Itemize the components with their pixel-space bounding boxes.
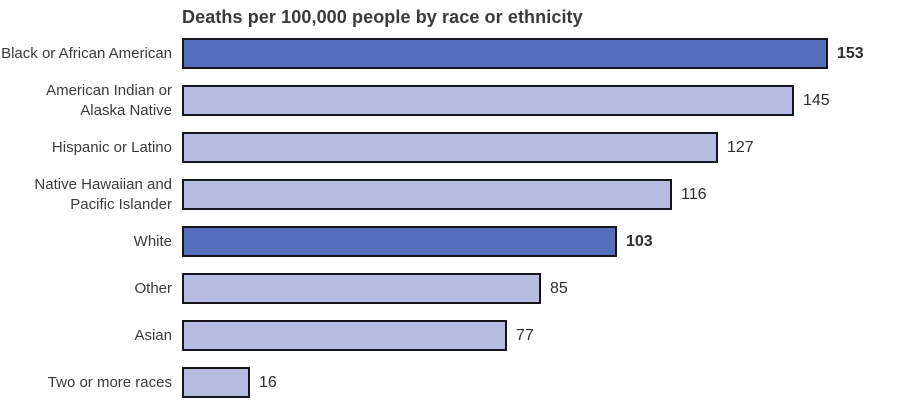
value-label: 116 <box>681 185 707 203</box>
category-label: Black or African American <box>1 44 172 62</box>
value-label: 153 <box>837 44 864 62</box>
bar <box>182 367 250 398</box>
bar-row: Other 85 <box>0 265 918 312</box>
bar-area: 103 <box>182 218 918 265</box>
bar-row: Asian 77 <box>0 312 918 359</box>
bar <box>182 85 794 116</box>
bar-row: American Indian or Alaska Native 145 <box>0 77 918 124</box>
bar <box>182 132 718 163</box>
category-label: Hispanic or Latino <box>51 138 172 156</box>
bar-area: 85 <box>182 265 918 312</box>
category-label: American Indian or Alaska Native <box>46 82 172 119</box>
bar-area: 116 <box>182 171 918 218</box>
chart-title: Deaths per 100,000 people by race or eth… <box>182 7 583 27</box>
bar-area: 153 <box>182 30 918 77</box>
category-label: Native Hawaiian and Pacific Islander <box>34 176 172 213</box>
value-label: 103 <box>626 232 653 250</box>
category-label: Asian <box>134 326 172 344</box>
bar-rows-container: Black or African American 153 American Ind… <box>0 30 918 406</box>
bar <box>182 179 672 210</box>
bar-row: White 103 <box>0 218 918 265</box>
bar-area: 127 <box>182 124 918 171</box>
value-label: 145 <box>803 91 830 109</box>
bar-area: 77 <box>182 312 918 359</box>
bar-row: Black or African American 153 <box>0 30 918 77</box>
value-label: 16 <box>259 373 277 391</box>
bar <box>182 320 507 351</box>
bar-area: 145 <box>182 77 918 124</box>
category-label: Other <box>134 279 172 297</box>
bar <box>182 38 828 69</box>
bar-area: 16 <box>182 359 918 406</box>
category-label: White <box>133 232 172 250</box>
bar-row: Two or more races 16 <box>0 359 918 406</box>
value-label: 77 <box>516 326 534 344</box>
bar <box>182 226 617 257</box>
bar-row: Hispanic or Latino 127 <box>0 124 918 171</box>
bar-row: Native Hawaiian and Pacific Islander 116 <box>0 171 918 218</box>
value-label: 85 <box>550 279 568 297</box>
category-label: Two or more races <box>47 373 172 391</box>
bar <box>182 273 541 304</box>
value-label: 127 <box>727 138 754 156</box>
